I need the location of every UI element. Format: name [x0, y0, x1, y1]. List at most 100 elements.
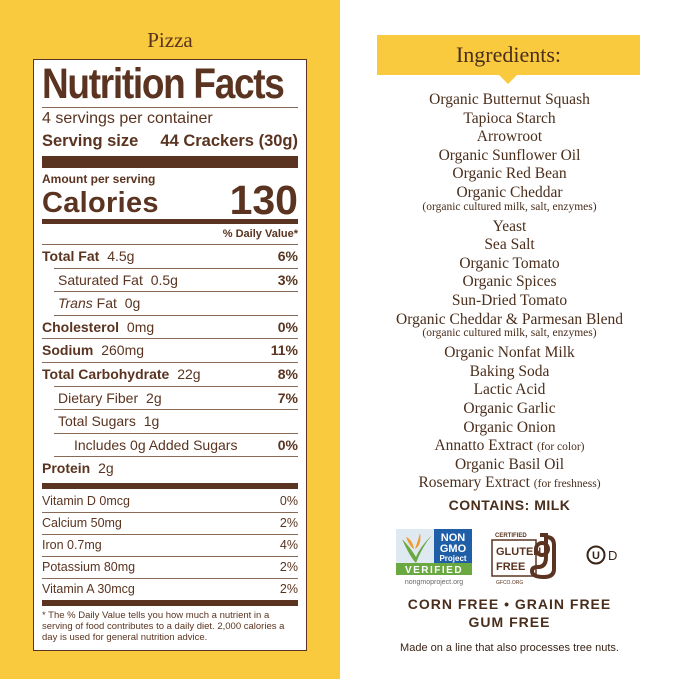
nutrient-amount: 2g	[98, 460, 114, 477]
divider	[42, 578, 298, 579]
vitamin-row: Calcium 50mg 2%	[42, 512, 298, 534]
nutrient-name-amount: Dietary Fiber 2g	[58, 387, 162, 409]
nutrient-row: Total Fat 4.5g 6%	[42, 245, 298, 267]
ingredient-name: Organic Butternut Squash	[429, 91, 590, 108]
nutrient-name-amount: Includes 0g Added Sugars	[74, 434, 237, 456]
vitamin-row: Vitamin A 30mcg 2%	[42, 578, 298, 600]
svg-text:GMO: GMO	[440, 543, 467, 555]
thick-divider	[42, 600, 298, 606]
ingredient-name: Organic Cheddar & Parmesan Blend	[396, 310, 623, 328]
svg-text:VERIFIED: VERIFIED	[405, 565, 463, 576]
calories-label: Calories	[42, 187, 159, 219]
servings-per-container: 4 servings per container	[42, 110, 213, 127]
nutrient-daily-value: 6%	[277, 248, 298, 264]
nutrient-row: Total Carbohydrate 22g 8%	[42, 363, 298, 385]
ingredient-item: Organic Basil Oil	[340, 456, 679, 474]
ingredient-name: Yeast	[492, 217, 527, 235]
vitamin-daily-value: 2%	[279, 560, 298, 574]
ingredient-item: Sun-Dried Tomato	[340, 292, 679, 310]
nutrient-name-amount: Total Fat 4.5g	[42, 245, 134, 267]
nutrient-daily-value: 11%	[270, 342, 298, 359]
ingredient-item: Organic Cheddar & Parmesan Blend	[340, 311, 679, 329]
serving-size-label: Serving size	[42, 132, 139, 150]
nutrient-name: Protein	[42, 460, 91, 477]
serving-size: Serving size 44 Crackers (30g)	[42, 132, 298, 151]
ingredient-name: Baking Soda	[469, 362, 550, 380]
medium-divider	[42, 219, 298, 224]
footnote: * The % Daily Value tells you how much a…	[42, 610, 285, 643]
svg-text:D: D	[608, 548, 617, 563]
divider	[54, 385, 298, 387]
checkmark-leaf-icon	[402, 535, 432, 563]
divider	[42, 338, 298, 340]
kosher-dairy-mark: U D	[586, 545, 617, 565]
divider	[42, 107, 298, 108]
banner-pointer	[499, 75, 517, 84]
ingredient-name: Sea Salt	[484, 236, 535, 254]
free-from-claims: CORN FREE • GRAIN FREE	[407, 596, 612, 612]
nutrient-name-amount: Cholesterol 0mg	[42, 316, 154, 338]
ingredient-name: Organic Basil Oil	[454, 455, 565, 473]
non-gmo-verified-badge: NON GMO Project VERIFIED nongmoproject.o…	[396, 529, 472, 586]
nutrient-name-amount: Total Sugars 1g	[58, 410, 159, 432]
ingredient-item: Baking Soda	[340, 363, 679, 381]
ingredients-panel: Ingredients: Organic Butternut Squash Tap…	[340, 0, 679, 679]
svg-text:nongmoproject.org: nongmoproject.org	[405, 579, 463, 586]
divider	[42, 556, 298, 557]
nutrition-facts-title: Nutrition Facts	[42, 60, 285, 108]
nutrient-name: Total Sugars	[58, 413, 136, 430]
nutrient-amount: 0g	[124, 295, 141, 312]
ingredient-item: Organic Butternut Squash	[340, 91, 679, 109]
nutrient-amount: 0mg	[126, 318, 155, 335]
ingredient-item: Organic Spices	[340, 273, 679, 291]
nutrient-amount: 260mg	[101, 342, 145, 359]
nutrient-daily-value: 0%	[277, 436, 298, 453]
thick-divider	[42, 156, 298, 168]
ingredient-name: Rosemary Extract	[418, 474, 530, 492]
ingredient-note: (for color)	[536, 441, 585, 454]
nutrient-amount: 1g	[143, 413, 160, 430]
ingredient-name: Organic Garlic	[463, 400, 556, 417]
divider	[54, 314, 298, 316]
ingredient-item: Arrowroot	[340, 128, 679, 146]
nutrient-name-amount: Trans Fat 0g	[58, 292, 140, 314]
vitamin-daily-value: 4%	[279, 538, 298, 552]
nutrient-row: Cholesterol 0mg 0%	[42, 316, 298, 338]
nutrient-name: Trans	[58, 295, 93, 312]
nutrient-name: Includes 0g Added Sugars	[74, 436, 238, 453]
divider	[54, 267, 298, 269]
nutrient-daily-value: 7%	[277, 389, 298, 406]
flavor-title: Pizza	[147, 28, 193, 52]
gluten-free-g-icon	[529, 533, 556, 580]
ingredient-name: Organic Nonfat Milk	[444, 344, 575, 362]
ingredient-item: Organic Sunflower Oil	[340, 147, 679, 165]
vitamin-row: Iron 0.7mg 4%	[42, 534, 298, 556]
divider	[42, 512, 298, 513]
nutrient-amount: 2g	[146, 389, 162, 406]
serving-size-value: 44 Crackers (30g)	[160, 132, 298, 150]
vitamin-daily-value: 0%	[279, 494, 298, 508]
divider	[54, 409, 298, 411]
nutrient-name: Total Fat	[42, 248, 100, 264]
ingredient-item: Sea Salt	[340, 236, 679, 254]
vitamin-row: Vitamin D 0mcg 0%	[42, 490, 298, 512]
ingredient-name: Organic Tomato	[459, 254, 560, 272]
ingredient-item: Organic Onion	[340, 419, 679, 437]
ingredient-item: Organic Garlic	[340, 400, 679, 418]
nutrient-row: Sodium 260mg 11%	[42, 339, 298, 361]
ingredient-name: Tapioca Starch	[463, 109, 556, 127]
svg-text:NON: NON	[441, 532, 466, 544]
nutrient-daily-value: 0%	[277, 318, 298, 335]
nutrient-name: Total Carbohydrate	[42, 366, 170, 382]
ingredient-item: Organic Cheddar	[340, 184, 679, 202]
nutrient-row: Dietary Fiber 2g 7%	[42, 387, 298, 409]
svg-text:Project: Project	[439, 554, 466, 563]
nutrient-amount: 22g	[177, 366, 201, 382]
ingredient-name: Organic Onion	[463, 418, 556, 436]
vitamin-daily-value: 2%	[279, 582, 298, 596]
nutrient-amount: 0.5g	[150, 271, 178, 288]
svg-text:FREE: FREE	[496, 561, 525, 573]
divider	[42, 534, 298, 535]
ingredient-item: Organic Nonfat Milk	[340, 344, 679, 362]
vitamin-row: Potassium 80mg 2%	[42, 556, 298, 578]
